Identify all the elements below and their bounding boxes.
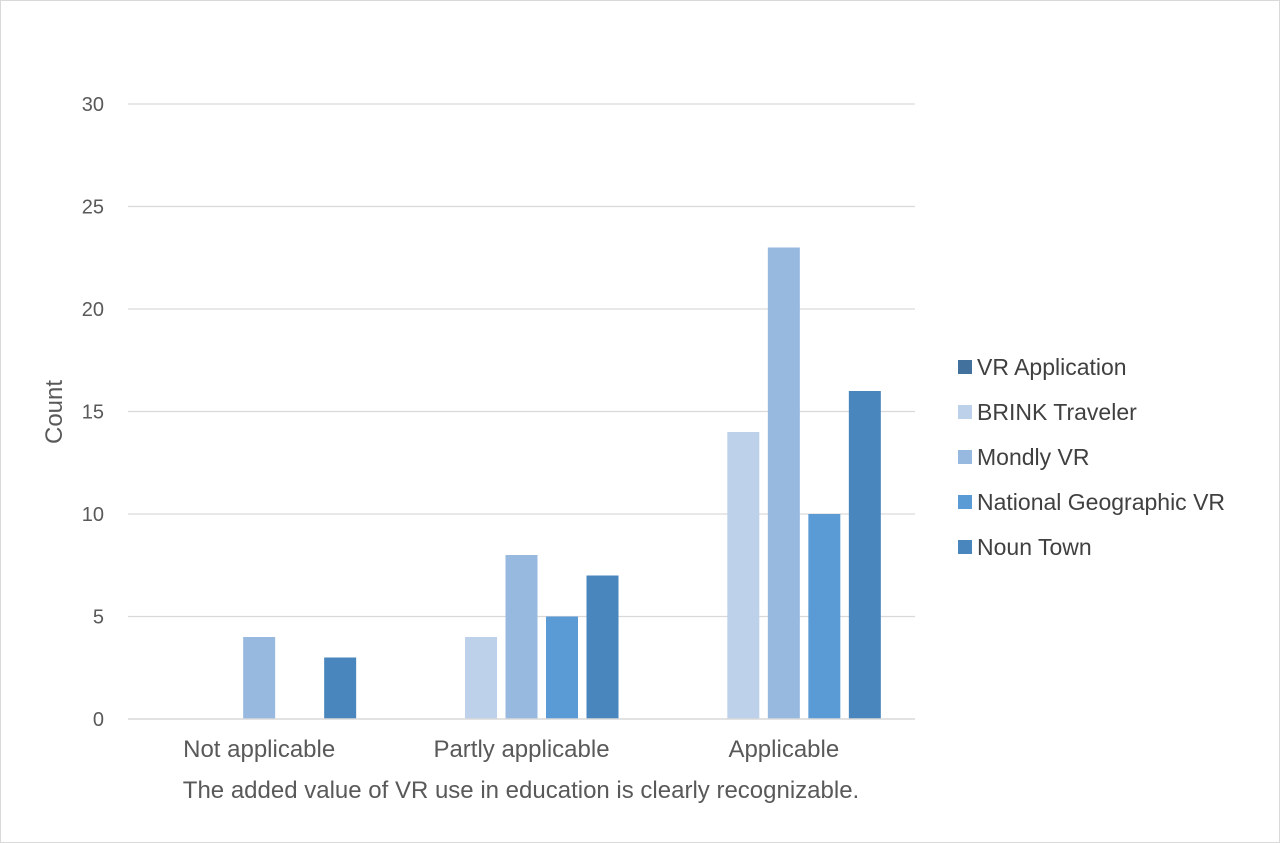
legend-swatch <box>958 360 972 374</box>
y-axis-title: Count <box>41 380 68 444</box>
legend-label: National Geographic VR <box>977 489 1225 515</box>
y-tick-label: 15 <box>82 402 104 424</box>
bar <box>324 657 357 719</box>
legend-swatch <box>958 540 972 554</box>
legend: VR Application BRINK Traveler Mondly VR Nat… <box>958 354 1225 560</box>
bar <box>727 432 760 719</box>
bar <box>546 616 578 719</box>
legend-swatch <box>958 405 972 419</box>
bar <box>505 555 538 719</box>
y-tick-label: 5 <box>93 607 104 629</box>
x-tick-label: Applicable <box>728 736 839 763</box>
legend-label: BRINK Traveler <box>977 399 1137 425</box>
y-axis-ticks: 0 5 10 15 20 25 30 <box>82 94 104 731</box>
x-axis-ticks: Not applicable Partly applicable Applicabl… <box>183 736 839 763</box>
bars <box>243 247 881 719</box>
legend-label: Noun Town <box>977 534 1092 560</box>
legend-swatch <box>958 495 972 509</box>
x-axis-title: The added value of VR use in education i… <box>183 777 859 804</box>
bar <box>465 637 497 719</box>
bar <box>808 514 841 719</box>
legend-label: Mondly VR <box>977 444 1089 470</box>
bar <box>243 637 276 719</box>
y-tick-label: 30 <box>82 94 104 116</box>
x-tick-label: Not applicable <box>183 736 335 763</box>
y-tick-label: 10 <box>82 504 104 526</box>
y-tick-label: 20 <box>82 299 104 321</box>
bar <box>767 247 800 719</box>
bar <box>848 391 881 719</box>
legend-label: VR Application <box>977 354 1127 380</box>
y-tick-label: 0 <box>93 709 104 731</box>
x-tick-label: Partly applicable <box>433 736 609 763</box>
legend-swatch <box>958 450 972 464</box>
y-tick-label: 25 <box>82 197 104 219</box>
bar <box>586 575 619 719</box>
